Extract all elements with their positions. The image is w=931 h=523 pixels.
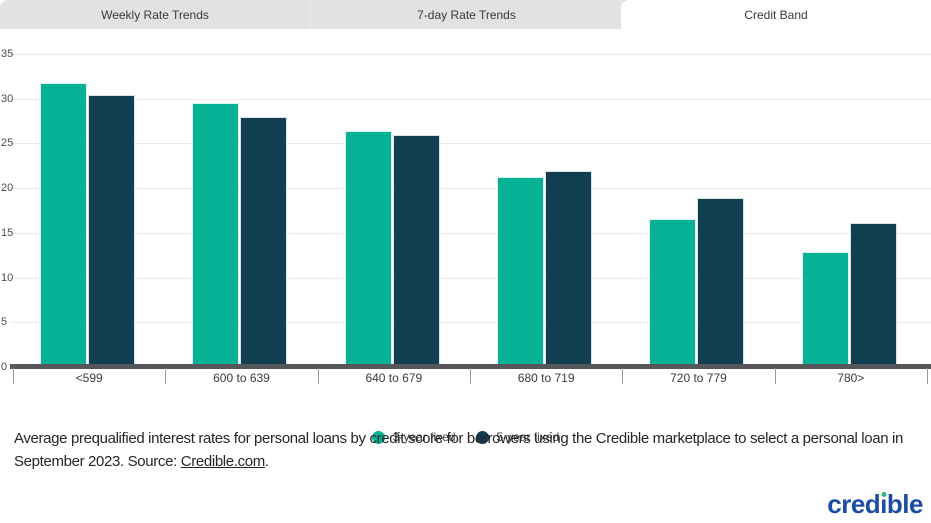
y-axis-tick-label: 0 xyxy=(1,361,8,373)
y-axis-tick-label: 5 xyxy=(1,316,8,329)
bar-5-year-fixed-2 xyxy=(240,117,288,367)
credible-com-link[interactable]: Credible.com xyxy=(180,453,266,470)
x-axis-tick xyxy=(13,368,14,384)
x-axis-category-label: 640 to 679 xyxy=(365,371,423,385)
bar-5-year-fixed-6 xyxy=(849,223,897,367)
bar-5-year-fixed-5 xyxy=(697,197,745,367)
bar-3-year-fixed-1 xyxy=(40,82,87,367)
legend-label: 5-year fixed xyxy=(496,430,560,444)
gridline-5 xyxy=(10,322,931,324)
legend-label: 3-year fixed xyxy=(392,430,456,444)
x-axis-tick xyxy=(774,368,776,384)
credible-logo: credı ble xyxy=(827,489,923,519)
bar-3-year-fixed-4 xyxy=(496,176,544,367)
logo-i-letter: ı xyxy=(880,489,887,519)
tab-label: 7-day Rate Trends xyxy=(417,7,516,22)
y-axis-tick-label: 15 xyxy=(1,226,14,239)
x-axis-tick xyxy=(165,368,167,384)
x-axis-category-label: 780> xyxy=(837,371,865,385)
x-axis-tick xyxy=(469,368,471,384)
caption-text: Average prequalified interest rates for … xyxy=(14,430,903,470)
bar-5-year-fixed-3 xyxy=(392,135,440,367)
x-axis-category-label: <599 xyxy=(75,371,103,385)
tab-credit-band[interactable]: Credit Band xyxy=(621,0,931,30)
legend-dot-5-year-fixed-icon xyxy=(475,430,489,444)
chart-caption: Average prequalified interest rates for … xyxy=(14,427,922,473)
gridline-35 xyxy=(10,54,931,55)
x-axis-category-label: 680 to 719 xyxy=(517,371,575,385)
tab-bar: Weekly Rate Trends 7-day Rate Trends Cre… xyxy=(0,0,931,30)
bar-3-year-fixed-6 xyxy=(801,251,849,367)
tab-7-day-rate-trends[interactable]: 7-day Rate Trends xyxy=(310,0,622,29)
bar-5-year-fixed-1 xyxy=(88,95,135,367)
legend-dot-3-year-fixed-icon xyxy=(371,430,385,444)
gridline-10 xyxy=(10,277,931,279)
y-axis-tick-label: 10 xyxy=(1,271,14,284)
bar-5-year-fixed-4 xyxy=(544,171,592,367)
plot-area: 0 5 10 15 20 25 30 35 <599 600 to 639 640 to 679 68… xyxy=(0,29,931,425)
y-axis-tick-label: 35 xyxy=(1,48,14,60)
tab-weekly-rate-trends[interactable]: Weekly Rate Trends xyxy=(0,0,310,29)
gridline-20 xyxy=(10,188,931,190)
tab-label: Credit Band xyxy=(744,8,808,22)
gridline-25 xyxy=(10,143,931,145)
y-axis-tick-label: 25 xyxy=(1,137,14,150)
y-axis-tick-label: 20 xyxy=(1,182,14,195)
tab-label: Weekly Rate Trends xyxy=(101,7,209,22)
y-axis-tick-label: 30 xyxy=(1,92,14,105)
x-axis-category-label: 720 to 779 xyxy=(670,371,727,385)
x-axis-tick xyxy=(317,368,319,384)
x-axis-category-label: 600 to 639 xyxy=(213,371,270,385)
x-axis-tick xyxy=(926,368,928,384)
logo-i-dot-icon xyxy=(881,492,887,497)
caption-text-end: . xyxy=(264,453,269,470)
legend-item-3-year-fixed: 3-year fixed xyxy=(371,430,456,444)
gridline-15 xyxy=(10,232,931,234)
x-axis-tick xyxy=(622,368,624,384)
bar-3-year-fixed-2 xyxy=(192,103,240,367)
bar-3-year-fixed-5 xyxy=(649,218,697,367)
legend-item-5-year-fixed: 5-year fixed xyxy=(475,430,560,444)
chart-legend: 3-year fixed 5-year fixed xyxy=(0,430,931,444)
x-axis-line xyxy=(10,363,931,369)
bar-3-year-fixed-3 xyxy=(344,130,392,367)
gridline-30 xyxy=(10,98,931,100)
